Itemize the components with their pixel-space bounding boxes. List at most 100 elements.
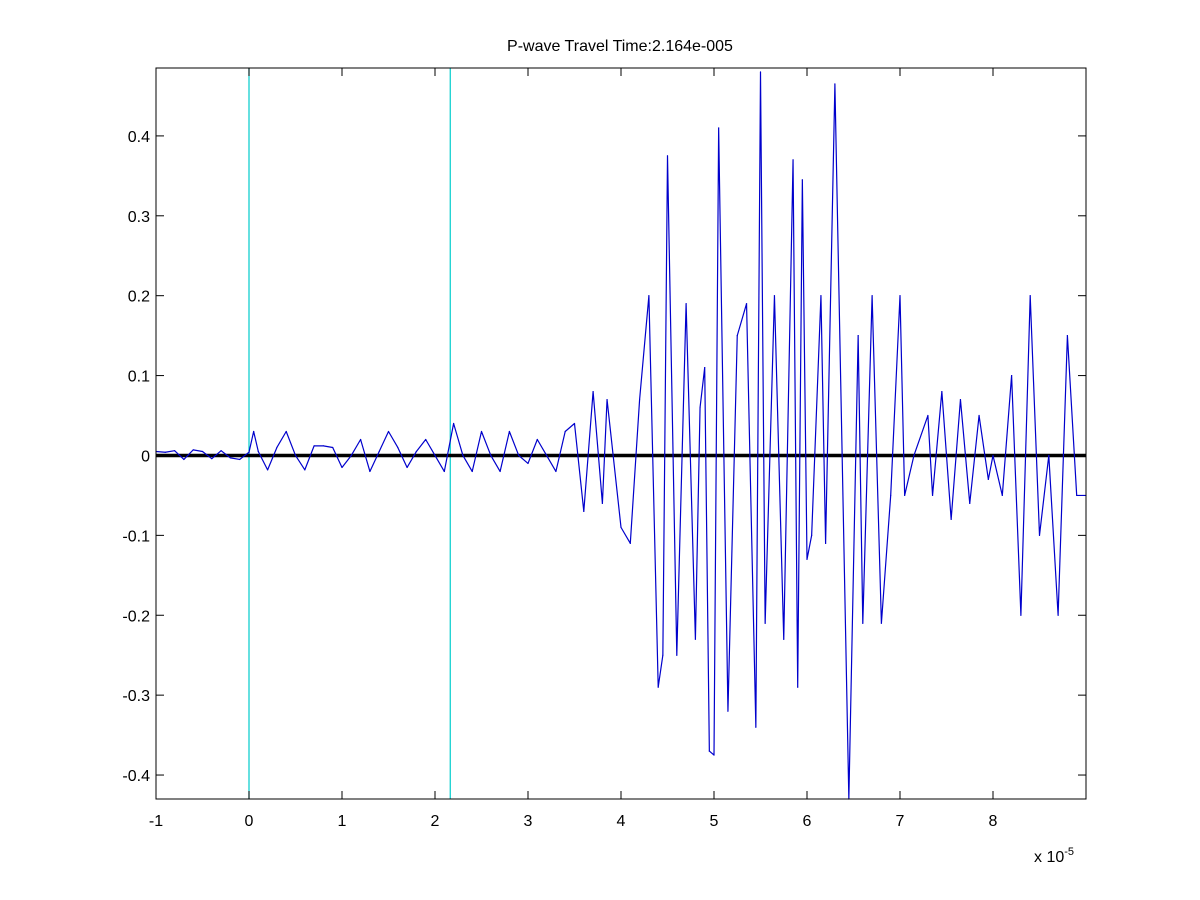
- waveform-point-14: [276, 446, 278, 449]
- waveform-point-7: [220, 450, 222, 452]
- waveform-point-97: [978, 414, 980, 417]
- waveform-point-2: [174, 450, 176, 452]
- x-axis-ticks: -1 0 1 2 3 4 5 6 7 8: [149, 68, 998, 830]
- waveform-point-77: [806, 558, 808, 560]
- waveform-point-90: [913, 454, 915, 457]
- x-exponent-prefix: x 10: [1034, 849, 1064, 866]
- waveform-point-37: [490, 454, 492, 457]
- waveform-point-11: [253, 430, 255, 433]
- waveform-point-93: [941, 390, 943, 393]
- waveform-point-64: [713, 754, 715, 756]
- y-tick-label-5: 0.1: [128, 369, 150, 386]
- x-tick-label-2: 1: [338, 813, 347, 830]
- waveform-point-98: [987, 478, 989, 481]
- waveform-point-84: [862, 622, 864, 624]
- waveform-point-66: [727, 710, 729, 712]
- waveform-point-57: [666, 155, 669, 157]
- waveform-point-108: [1076, 494, 1078, 497]
- waveform-point-71: [764, 622, 766, 624]
- waveform-point-62: [704, 366, 706, 369]
- waveform-point-52: [629, 542, 631, 544]
- waveform-point-25: [378, 450, 380, 453]
- waveform-point-20: [332, 446, 334, 449]
- waveform-point-74: [792, 159, 794, 161]
- waveform-point-29: [415, 450, 417, 453]
- waveform-point-21: [341, 466, 343, 469]
- y-tick-label-3: -0.1: [122, 528, 150, 545]
- waveform-point-73: [783, 638, 785, 640]
- waveform-point-68: [745, 303, 748, 305]
- y-tick-label-6: 0.2: [128, 289, 150, 306]
- x-tick-label-9: 8: [989, 813, 998, 830]
- waveform-point-48: [592, 390, 594, 393]
- waveform-point-9: [239, 458, 241, 461]
- waveform-point-39: [508, 430, 510, 433]
- waveform-point-8: [229, 457, 231, 459]
- waveform-point-26: [387, 430, 390, 433]
- waveform-line: [155, 71, 1086, 800]
- waveform-point-41: [527, 462, 529, 465]
- waveform-point-42: [536, 438, 538, 441]
- waveform-point-53: [639, 398, 641, 401]
- x-tick-label-8: 7: [896, 813, 905, 830]
- waveform-point-87: [890, 494, 892, 497]
- waveform-point-67: [736, 335, 738, 337]
- waveform-point-38: [499, 470, 501, 473]
- x-tick-label-5: 4: [617, 813, 626, 830]
- waveform-point-58: [676, 654, 678, 656]
- waveform-point-45: [564, 430, 566, 433]
- waveform-point-86: [880, 622, 883, 624]
- waveform-point-70: [759, 71, 762, 73]
- waveform-point-80: [825, 542, 827, 544]
- waveform-point-72: [773, 295, 776, 297]
- waveform-point-76: [801, 179, 803, 181]
- waveform-point-104: [1038, 534, 1041, 536]
- waveform-point-88: [899, 295, 901, 297]
- waveform-point-33: [453, 422, 455, 425]
- waveform-point-27: [397, 446, 399, 449]
- x-exponent-label: x 10-5: [1034, 846, 1074, 866]
- waveform-point-92: [931, 494, 934, 497]
- waveform-point-83: [857, 335, 859, 337]
- waveform-point-106: [1057, 614, 1059, 616]
- waveform-point-69: [755, 726, 757, 728]
- waveform-point-100: [1001, 494, 1003, 497]
- y-tick-label-2: -0.2: [122, 608, 150, 625]
- waveform-point-16: [294, 454, 297, 457]
- chart-title: P-wave Travel Time:2.164e-005: [507, 38, 733, 55]
- y-tick-label-4: 0: [141, 448, 150, 465]
- waveform-point-3: [183, 458, 185, 461]
- waveform-point-4: [192, 449, 194, 451]
- waveform-point-96: [969, 502, 971, 505]
- waveform-point-56: [662, 654, 664, 656]
- waveform-point-40: [518, 454, 520, 457]
- waveform-point-105: [1048, 454, 1050, 457]
- y-tick-label-8: 0.4: [128, 129, 150, 146]
- waveform-point-43: [546, 454, 548, 457]
- waveform-point-10: [248, 451, 250, 453]
- waveform-point-61: [699, 406, 701, 409]
- y-tick-label-0: -0.4: [122, 768, 150, 785]
- waveform-point-44: [555, 470, 557, 473]
- waveform-point-95: [959, 398, 962, 401]
- plot-area-background: [156, 68, 1086, 799]
- waveform-point-5: [201, 450, 204, 453]
- waveform-point-15: [285, 430, 287, 433]
- x-tick-label-3: 2: [431, 813, 440, 830]
- y-axis-ticks: -0.4 -0.3 -0.2 -0.1 0 0.1 0.2 0.3 0.4: [122, 129, 1086, 785]
- waveform-point-54: [648, 295, 650, 297]
- waveform-point-78: [811, 534, 813, 536]
- x-tick-label-7: 6: [803, 813, 812, 830]
- waveform-point-35: [471, 470, 473, 473]
- waveform-point-19: [322, 445, 324, 447]
- waveform-point-47: [583, 510, 585, 512]
- waveform-point-75: [797, 686, 799, 688]
- waveform-point-34: [462, 454, 464, 457]
- waveform-point-31: [434, 454, 436, 457]
- x-tick-label-6: 5: [710, 813, 719, 830]
- waveform-point-101: [1011, 374, 1013, 377]
- waveform-point-30: [425, 438, 427, 441]
- waveform-point-107: [1066, 335, 1068, 337]
